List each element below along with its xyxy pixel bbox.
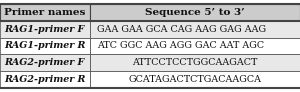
Bar xyxy=(0,54,90,71)
Text: RAG1-primer R: RAG1-primer R xyxy=(4,41,86,51)
Bar xyxy=(0,71,90,88)
Text: Sequence 5’ to 3’: Sequence 5’ to 3’ xyxy=(145,8,245,17)
Text: ATTCCTCCTGGCAAGACT: ATTCCTCCTGGCAAGACT xyxy=(132,58,258,67)
Bar xyxy=(0,21,90,38)
Bar xyxy=(0,38,90,54)
Bar xyxy=(90,21,300,38)
Text: RAG2-primer F: RAG2-primer F xyxy=(4,58,85,67)
Bar xyxy=(90,38,300,54)
Bar xyxy=(90,4,300,21)
Text: RAG1-primer F: RAG1-primer F xyxy=(4,25,85,34)
Text: GCATAGACTCTGACAAGCA: GCATAGACTCTGACAAGCA xyxy=(128,75,262,84)
Text: RAG2-primer R: RAG2-primer R xyxy=(4,75,86,84)
Text: Primer names: Primer names xyxy=(4,8,86,17)
Bar xyxy=(90,54,300,71)
Text: GAA GAA GCA CAG AAG GAG AAG: GAA GAA GCA CAG AAG GAG AAG xyxy=(97,25,266,34)
Bar xyxy=(90,71,300,88)
Bar xyxy=(0,4,90,21)
Text: ATC GGC AAG AGG GAC AAT AGC: ATC GGC AAG AGG GAC AAT AGC xyxy=(97,41,264,51)
